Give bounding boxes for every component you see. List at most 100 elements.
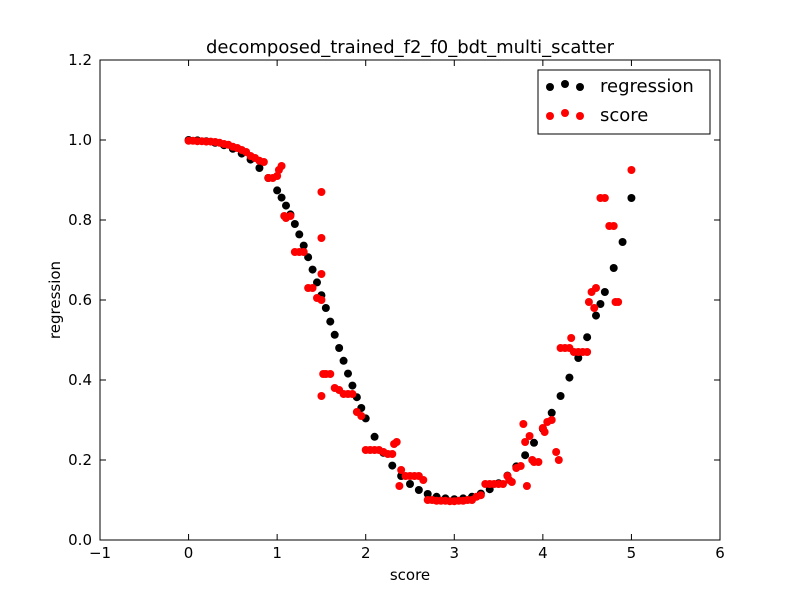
score-point (299, 248, 308, 256)
regression-point (370, 432, 379, 441)
score-point (317, 188, 326, 196)
score-point (516, 462, 525, 470)
y-tick-label: 0.8 (68, 211, 92, 229)
score-point (592, 284, 600, 292)
score-point (317, 296, 326, 304)
score-point (317, 392, 326, 400)
legend-entries: regression score (546, 76, 694, 126)
x-tick-label: −1 (89, 544, 111, 562)
legend-marker (561, 80, 569, 88)
y-tick-label: 0.4 (68, 371, 92, 389)
regression-point (295, 230, 304, 239)
legend-marker (546, 112, 554, 120)
score-point (259, 158, 268, 166)
x-tick-label: 6 (715, 544, 725, 562)
points-layer (184, 136, 636, 506)
x-axis: −1 0 1 2 3 4 5 6 (89, 60, 725, 562)
regression-point (273, 186, 282, 195)
regression-point (596, 300, 605, 308)
chart-title: decomposed_trained_f2_f0_bdt_multi_scatt… (206, 37, 615, 58)
y-tick-label: 0.0 (68, 531, 92, 549)
regression-point (574, 354, 583, 362)
score-point (584, 298, 593, 306)
score-point (627, 166, 636, 174)
legend-marker (576, 112, 584, 120)
score-point (277, 162, 286, 170)
score-point (614, 298, 623, 306)
score-point (567, 334, 576, 342)
regression-point (618, 238, 627, 246)
x-tick-label: 2 (361, 544, 371, 562)
regression-point (339, 356, 348, 365)
y-axis-label: regression (46, 261, 64, 339)
regression-point (321, 304, 330, 312)
score-point (519, 420, 528, 428)
score-point (540, 428, 549, 436)
x-tick-label: 3 (450, 544, 460, 562)
score-point (388, 450, 397, 458)
regression-point (592, 311, 600, 320)
score-point (308, 284, 317, 292)
regression-point (344, 369, 352, 378)
x-tick-label: 1 (272, 544, 282, 562)
regression-point (556, 392, 565, 400)
x-tick-label: 4 (538, 544, 548, 562)
legend: regression score (537, 69, 711, 135)
regression-point (388, 461, 397, 470)
regression-point (414, 486, 423, 494)
regression-point (277, 193, 286, 202)
legend-label: regression (600, 76, 694, 97)
score-point (583, 348, 592, 356)
x-tick-label: 5 (627, 544, 637, 562)
score-point (357, 412, 366, 420)
regression-point (406, 480, 414, 488)
score-point (552, 448, 561, 456)
score-point (554, 456, 563, 464)
score-point (397, 466, 406, 474)
series-score (184, 136, 636, 506)
legend-marker (546, 83, 554, 91)
score-point (507, 478, 516, 486)
score-point (521, 438, 530, 446)
y-axis: 0.0 0.2 0.4 0.6 0.8 1.0 1.2 (68, 51, 720, 549)
score-point (590, 304, 599, 312)
score-point (547, 416, 556, 424)
regression-point (330, 330, 339, 339)
regression-point (335, 344, 344, 352)
regression-point (282, 201, 290, 210)
regression-point (313, 278, 321, 287)
regression-point (290, 220, 299, 228)
regression-point (565, 373, 574, 382)
score-point (348, 390, 357, 398)
regression-point (348, 381, 357, 390)
score-point (476, 491, 485, 500)
score-point (317, 270, 326, 278)
score-point (419, 476, 428, 484)
score-point (286, 212, 295, 220)
score-point (534, 458, 543, 466)
x-tick-label: 0 (184, 544, 194, 562)
score-point (600, 194, 609, 202)
score-point (525, 432, 534, 440)
legend-marker (561, 109, 569, 117)
regression-point (423, 490, 432, 498)
regression-point (308, 265, 317, 274)
y-tick-label: 1.2 (68, 51, 92, 69)
score-point (326, 370, 335, 378)
legend-marker (576, 83, 584, 91)
score-point (522, 482, 531, 490)
regression-point (326, 317, 335, 326)
y-tick-label: 0.2 (68, 451, 92, 469)
regression-point (609, 264, 618, 272)
legend-label: score (600, 105, 648, 126)
regression-point (627, 194, 636, 202)
regression-point (530, 438, 538, 447)
regression-point (583, 333, 592, 342)
score-point (609, 222, 618, 230)
x-axis-label: score (390, 566, 430, 584)
y-tick-label: 1.0 (68, 131, 92, 149)
score-point (395, 482, 404, 490)
score-point (317, 234, 326, 242)
y-tick-label: 0.6 (68, 291, 92, 309)
